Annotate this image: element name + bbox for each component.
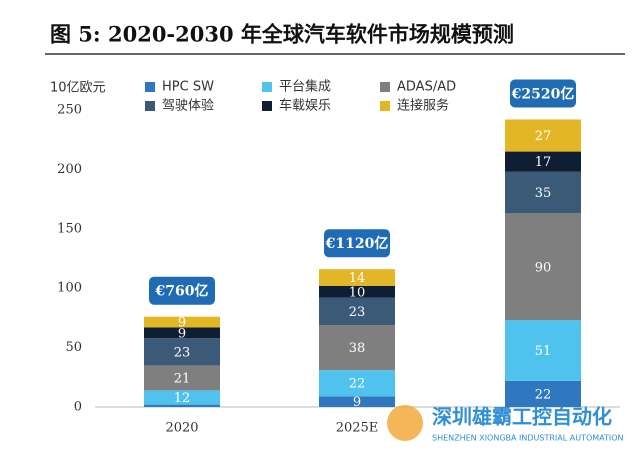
watermark-logo: [387, 405, 423, 441]
y-tick-label: 250: [57, 103, 82, 118]
bar-segment: [319, 285, 395, 298]
legend-swatch: [145, 82, 155, 92]
legend-swatch: [380, 82, 390, 92]
data-label: 23: [349, 305, 366, 320]
legend-label: 驾驶体验: [162, 98, 214, 114]
data-label: 22: [535, 387, 552, 402]
legend-swatch: [380, 101, 390, 111]
total-label: €2520亿: [511, 86, 575, 103]
total-label: €760亿: [155, 283, 209, 300]
bar-segment: [144, 365, 220, 391]
bar-segment: [144, 390, 220, 405]
legend-label: ADAS/AD: [397, 80, 456, 95]
legend-label: HPC SW: [162, 80, 214, 95]
y-tick-label: 100: [57, 281, 82, 296]
total-label: €1120亿: [325, 235, 389, 252]
watermark-subtitle: SHENZHEN XIONGBA INDUSTRIAL AUTOMATION: [432, 434, 624, 443]
data-label: 17: [535, 155, 552, 170]
bar-segment: [319, 370, 395, 397]
data-label: 90: [535, 260, 552, 275]
y-tick-label: 200: [57, 162, 82, 177]
legend-label: 连接服务: [397, 98, 449, 114]
total-callout: [324, 229, 390, 258]
bar-segment: [319, 269, 395, 286]
total-callout: [510, 79, 576, 108]
data-label: 14: [349, 271, 366, 286]
y-tick-label: 0: [74, 400, 82, 415]
y-axis-label: 10亿欧元: [50, 81, 106, 96]
bar-segment: [505, 171, 581, 214]
legend-label: 平台集成: [279, 79, 331, 95]
bar-segment: [319, 325, 395, 371]
data-label: 9: [178, 316, 186, 331]
bar-segment: [505, 320, 581, 381]
bar-segment: [319, 297, 395, 326]
bar-segment: [144, 338, 220, 366]
data-label: 22: [349, 377, 366, 392]
watermark-title: 深圳雄霸工控自动化: [432, 405, 612, 429]
data-label: 23: [174, 345, 191, 360]
data-label: 38: [349, 341, 366, 356]
legend-swatch: [262, 101, 272, 111]
bar-segment: [505, 151, 581, 172]
x-tick-label: 2025E: [336, 421, 379, 436]
bar-segment: [144, 404, 220, 407]
y-tick-label: 50: [65, 340, 82, 355]
data-label: 9: [178, 326, 186, 341]
data-label: 27: [535, 129, 552, 144]
bar-segment: [505, 213, 581, 321]
legend-swatch: [262, 82, 272, 92]
x-tick-label: 2020: [165, 421, 198, 436]
bar-segment: [505, 119, 581, 152]
data-label: 51: [535, 344, 552, 359]
bar-segment: [144, 316, 220, 328]
bar-segment: [505, 380, 581, 407]
data-label: 10: [349, 285, 366, 300]
bar-segment: [319, 396, 395, 407]
bar-segment: [144, 327, 220, 339]
total-callout: [149, 276, 215, 305]
y-tick-label: 150: [57, 221, 82, 236]
data-label: 35: [535, 186, 552, 201]
data-label: 12: [174, 391, 191, 406]
legend-swatch: [145, 101, 155, 111]
chart-title: 图 5: 2020-2030 年全球汽车软件市场规模预测: [50, 22, 514, 47]
legend-label: 车载娱乐: [279, 98, 331, 114]
data-label: 21: [174, 371, 191, 386]
data-label: 9: [353, 395, 361, 410]
